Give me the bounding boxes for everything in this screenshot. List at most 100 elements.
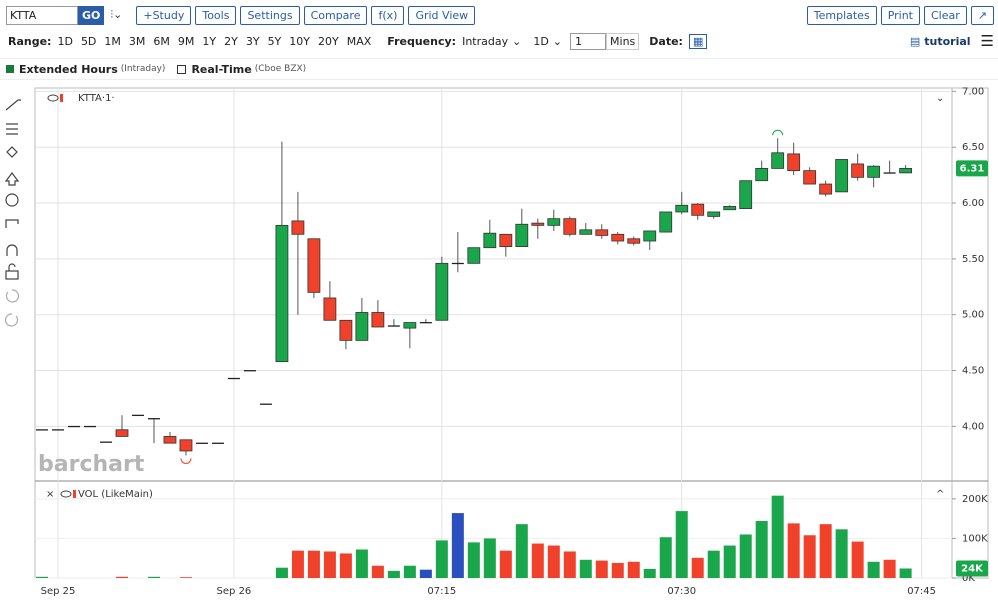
range-label: Range: bbox=[8, 34, 52, 48]
real-time[interactable]: Real-Time bbox=[191, 62, 252, 76]
range-option[interactable]: 3Y bbox=[245, 34, 260, 48]
volume-bar bbox=[419, 569, 432, 578]
range-option[interactable]: 9M bbox=[177, 34, 195, 48]
candle-body bbox=[307, 238, 321, 293]
frequency-select[interactable]: Intraday bbox=[462, 34, 509, 48]
volume-bar bbox=[883, 559, 896, 578]
range-option[interactable]: 6M bbox=[153, 34, 170, 48]
candle-body bbox=[867, 165, 881, 178]
chart-type-icon[interactable]: ⫶⌄ bbox=[110, 8, 123, 21]
extended-hours-swatch[interactable] bbox=[6, 65, 14, 73]
candle-body bbox=[691, 203, 705, 216]
y-tick-label: 100K bbox=[962, 533, 988, 544]
toolbar-button[interactable]: Grid View bbox=[408, 5, 476, 25]
volume-bar bbox=[851, 541, 864, 578]
toolbar-button[interactable]: +Study bbox=[136, 5, 192, 25]
candle-body bbox=[387, 325, 400, 327]
right-button-group: Templates Print Clear bbox=[806, 5, 971, 25]
candle-body bbox=[467, 247, 481, 264]
volume-bar bbox=[275, 567, 288, 578]
candle-body bbox=[723, 205, 737, 211]
button-group: +Study Tools Settings Compare f(x) Grid View bbox=[136, 5, 479, 25]
y-tick-label: 5.00 bbox=[962, 310, 984, 321]
volume-bar bbox=[579, 559, 592, 578]
x-tick-label: Sep 25 bbox=[41, 586, 76, 597]
toolbar-button[interactable]: Tools bbox=[195, 5, 237, 25]
last-price: 6.31 bbox=[960, 163, 985, 174]
low-marker bbox=[180, 458, 192, 464]
toolbar-button[interactable]: Clear bbox=[924, 5, 967, 25]
volume-bar bbox=[147, 576, 160, 578]
series-swatch bbox=[60, 94, 63, 102]
candle-body bbox=[403, 322, 417, 329]
volume-bar bbox=[115, 576, 128, 578]
volume-bar bbox=[787, 523, 800, 578]
candle-body bbox=[339, 319, 353, 341]
toolbar-button[interactable]: f(x) bbox=[371, 5, 405, 25]
range-option[interactable]: 5D bbox=[80, 34, 97, 48]
range-option[interactable]: 10Y bbox=[289, 34, 310, 48]
tutorial-link[interactable]: tutorial bbox=[924, 34, 971, 48]
volume-bar bbox=[563, 551, 576, 578]
candle-body bbox=[36, 429, 49, 431]
candle-body bbox=[883, 172, 896, 174]
candle-body bbox=[819, 183, 833, 195]
volume-bar bbox=[483, 538, 496, 578]
volume-bar bbox=[835, 529, 848, 578]
range-option[interactable]: 1D bbox=[57, 34, 73, 48]
toolbar: KTTA GO ⫶⌄ +Study Tools Settings Compare f(x… bbox=[0, 4, 998, 26]
candle-body bbox=[195, 442, 208, 444]
volume-bar bbox=[403, 565, 416, 578]
candle-body bbox=[771, 152, 785, 169]
volume-bar bbox=[499, 550, 512, 578]
candle-body bbox=[68, 425, 81, 428]
go-button[interactable]: GO bbox=[78, 5, 105, 25]
toolbar-button[interactable]: Compare bbox=[303, 5, 368, 25]
legend-bar: Extended Hours (Intraday) Real-Time (Cbo… bbox=[0, 58, 998, 80]
candle-body bbox=[499, 233, 513, 247]
expand-button[interactable]: ↗ bbox=[970, 5, 994, 25]
candle-body bbox=[243, 370, 256, 372]
range-option[interactable]: MAX bbox=[346, 34, 372, 48]
range-option[interactable]: 3M bbox=[128, 34, 146, 48]
range-option[interactable]: 20Y bbox=[318, 34, 339, 48]
real-time-note: (Cboe BZX) bbox=[254, 64, 307, 74]
menu-button[interactable]: ☰ bbox=[980, 32, 994, 50]
calendar-button[interactable]: ▦ bbox=[688, 33, 708, 49]
candle-body bbox=[547, 218, 561, 226]
volume-bar bbox=[291, 550, 304, 578]
volume-bar bbox=[739, 534, 752, 578]
toolbar-button[interactable]: Print bbox=[880, 5, 920, 25]
period-select[interactable]: 1D bbox=[533, 34, 549, 48]
y-tick-label: 5.50 bbox=[962, 254, 984, 265]
toolbar-button[interactable]: Settings bbox=[240, 5, 300, 25]
extended-hours-note: (Intraday) bbox=[120, 64, 166, 74]
toolbar-button[interactable]: Templates bbox=[806, 5, 877, 25]
pane-title: VOL (LikeMain) bbox=[78, 489, 153, 500]
volume-bar bbox=[819, 524, 832, 578]
candle-body bbox=[131, 414, 144, 417]
extended-hours[interactable]: Extended Hours bbox=[19, 62, 118, 76]
x-tick-label: 07:45 bbox=[907, 586, 936, 597]
range-option[interactable]: 2Y bbox=[224, 34, 238, 48]
volume-bar bbox=[595, 560, 608, 578]
range-option[interactable]: 1Y bbox=[202, 34, 217, 48]
volume-bar bbox=[675, 511, 688, 578]
symbol-input[interactable]: KTTA bbox=[6, 5, 78, 25]
range-option[interactable]: 1M bbox=[104, 34, 121, 48]
candle-body bbox=[659, 211, 673, 233]
candle-body bbox=[563, 218, 577, 235]
volume-bar bbox=[755, 521, 768, 578]
x-tick-label: Sep 26 bbox=[217, 586, 252, 597]
candle-body bbox=[275, 224, 289, 363]
volume-bar bbox=[899, 568, 912, 578]
candle-body bbox=[451, 262, 464, 265]
candle-body bbox=[52, 429, 65, 431]
candle-body bbox=[611, 233, 625, 242]
interval-input[interactable]: 1 bbox=[570, 32, 607, 50]
candle-body bbox=[211, 442, 224, 444]
volume-bar bbox=[867, 561, 880, 578]
range-option[interactable]: 5Y bbox=[267, 34, 282, 48]
real-time-checkbox[interactable] bbox=[177, 64, 187, 74]
